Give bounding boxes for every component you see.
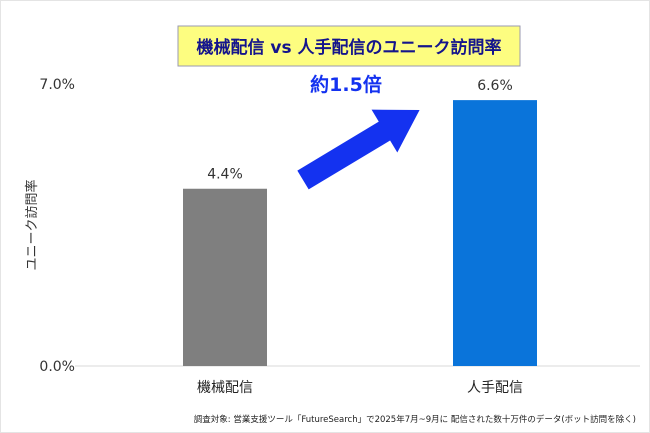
y-tick-label: 0.0% [39, 359, 75, 375]
data-label: 6.6% [477, 78, 513, 94]
y-axis-label: ユニーク訪問率 [24, 179, 40, 270]
chart-title: 機械配信 vs 人手配信のユニーク訪問率 [196, 37, 501, 58]
title-box [177, 25, 521, 67]
bar-1 [183, 188, 267, 366]
x-tick-label: 機械配信 [197, 380, 253, 396]
y-tick-label: 7.0% [39, 77, 75, 93]
data-label: 4.4% [207, 167, 243, 183]
footnote: 調査対象: 営業支援ツール「FutureSearch」で2025年7月~9月に … [194, 414, 636, 425]
ratio-annotation: 約1.5倍 [310, 73, 382, 96]
increase-arrow-icon [297, 109, 420, 190]
x-tick-label: 人手配信 [467, 380, 523, 396]
bar-2 [453, 100, 537, 366]
